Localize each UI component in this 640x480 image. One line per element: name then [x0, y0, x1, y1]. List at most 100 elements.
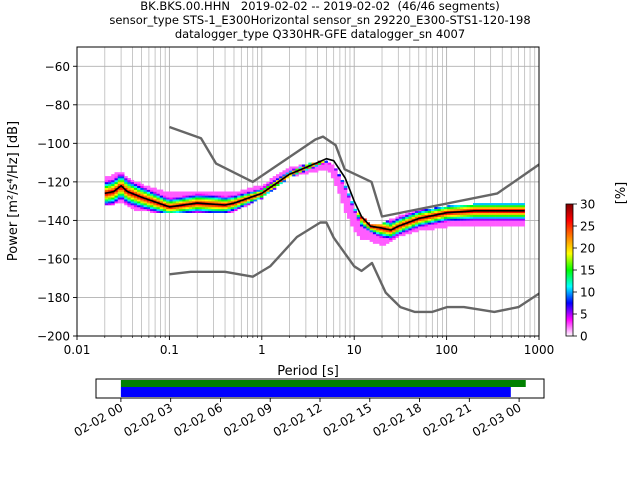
pdf-cell	[217, 208, 222, 212]
pdf-cell	[372, 228, 377, 231]
pdf-cell	[224, 210, 228, 213]
pdf-cell	[411, 216, 416, 219]
pdf-cell	[392, 226, 396, 229]
timeline-tick-label: 02-02 06	[171, 400, 225, 439]
pdf-cell	[201, 204, 206, 208]
pdf-cell	[292, 174, 296, 177]
pdf-cell	[156, 195, 161, 198]
pdf-cell	[369, 237, 374, 240]
pdf-cell	[350, 220, 354, 223]
pdf-cell	[108, 185, 112, 188]
pdf-cell	[204, 201, 209, 204]
pdf-cell	[259, 187, 264, 190]
pdf-cell	[343, 204, 348, 208]
pdf-cell	[389, 239, 393, 242]
pdf-cell	[427, 224, 432, 227]
pdf-cell	[347, 204, 351, 208]
pdf-cell	[124, 201, 128, 204]
pdf-cell	[182, 208, 186, 212]
pdf-cell	[217, 193, 222, 196]
pdf-cell	[401, 226, 406, 229]
pdf-cell	[514, 220, 519, 223]
pdf-cell	[343, 195, 348, 198]
pdf-cell	[204, 197, 209, 200]
pdf-cell	[140, 206, 144, 210]
pdf-cell	[130, 185, 135, 188]
pdf-cell	[359, 231, 364, 235]
pdf-cell	[198, 193, 203, 196]
pdf-cell	[259, 197, 264, 200]
pdf-cell	[440, 220, 445, 223]
pdf-cell	[295, 172, 299, 175]
pdf-cell	[198, 199, 203, 202]
pdf-cell	[392, 230, 396, 233]
pdf-cell	[150, 208, 154, 212]
pdf-cell	[505, 216, 509, 219]
pdf-cell	[382, 230, 387, 233]
y-tick-label: −80	[45, 98, 70, 112]
pdf-cell	[269, 183, 274, 187]
pdf-cell	[405, 230, 409, 233]
pdf-cell	[314, 168, 319, 171]
pdf-cell	[108, 176, 112, 179]
pdf-cell	[405, 214, 409, 217]
pdf-cell	[230, 195, 235, 198]
pdf-cell	[495, 222, 500, 225]
pdf-cell	[104, 178, 109, 181]
pdf-cell	[482, 203, 487, 206]
pdf-cell	[272, 185, 277, 188]
pdf-cell	[502, 204, 506, 208]
pdf-cell	[237, 199, 241, 202]
pdf-cell	[514, 203, 519, 206]
pdf-cell	[489, 212, 493, 215]
pdf-cell	[514, 206, 519, 210]
pdf-cell	[376, 231, 380, 235]
pdf-cell	[211, 199, 215, 202]
pdf-cell	[224, 191, 228, 194]
pdf-cell	[130, 183, 135, 187]
pdf-cell	[485, 224, 490, 227]
pdf-cell	[230, 210, 235, 213]
pdf-cell	[240, 195, 244, 198]
pdf-cell	[492, 218, 496, 221]
pdf-cell	[169, 193, 173, 196]
pdf-cell	[498, 222, 503, 225]
pdf-cell	[217, 197, 222, 200]
pdf-cell	[337, 174, 341, 177]
pdf-cell	[498, 218, 503, 221]
pdf-cell	[376, 224, 380, 227]
pdf-cell	[366, 231, 370, 235]
pdf-cell	[166, 197, 170, 200]
pdf-cell	[185, 193, 190, 196]
pdf-cell	[195, 201, 199, 204]
pdf-cell	[334, 181, 338, 185]
pdf-cell	[405, 212, 409, 215]
pdf-cell	[498, 204, 503, 208]
pdf-cell	[418, 212, 422, 215]
pdf-cell	[227, 208, 232, 212]
pdf-cell	[408, 228, 412, 231]
pdf-cell	[511, 216, 516, 219]
pdf-cell	[427, 220, 432, 223]
pdf-cell	[479, 212, 483, 215]
pdf-cell	[408, 214, 412, 217]
pdf-cell	[143, 191, 148, 194]
pdf-cell	[172, 191, 177, 194]
pdf-cell	[143, 189, 148, 192]
pdf-cell	[237, 191, 241, 194]
pdf-cell	[227, 191, 232, 194]
pdf-cell	[308, 162, 312, 165]
pdf-cell	[482, 204, 487, 208]
pdf-cell	[140, 199, 144, 202]
pdf-cell	[337, 183, 341, 187]
pdf-cell	[482, 214, 487, 217]
pdf-cell	[192, 195, 196, 198]
pdf-cell	[114, 179, 119, 183]
pdf-cell	[108, 181, 112, 185]
pdf-cell	[198, 210, 203, 213]
pdf-cell	[259, 185, 264, 188]
pdf-cell	[185, 197, 190, 200]
pdf-cell	[234, 195, 238, 198]
pdf-cell	[437, 224, 442, 227]
pdf-cell	[175, 199, 180, 202]
